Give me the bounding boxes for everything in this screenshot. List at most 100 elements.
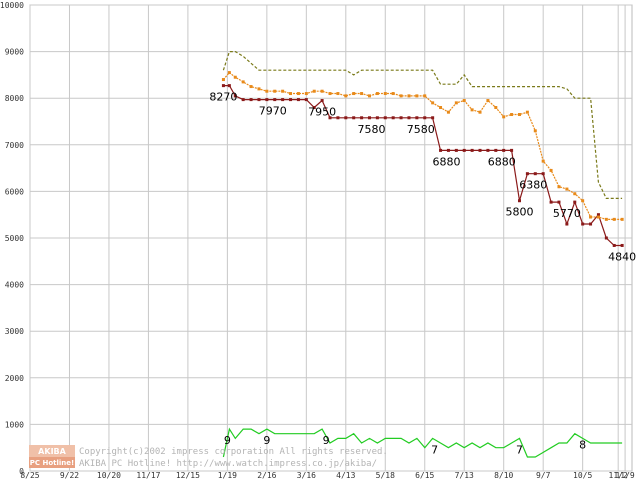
- series-point-1: [320, 89, 324, 93]
- series-point-0: [549, 200, 553, 204]
- series-point-1: [273, 89, 277, 93]
- series-point-0: [241, 98, 245, 102]
- logo-top-box: [29, 445, 75, 457]
- series-point-1: [486, 99, 490, 103]
- series-point-0: [257, 98, 261, 102]
- data-label: 7970: [259, 105, 287, 118]
- series-point-1: [241, 80, 245, 84]
- series-point-1: [281, 89, 285, 93]
- series-point-1: [399, 94, 403, 98]
- series-point-1: [431, 101, 435, 105]
- series-line-0: [223, 84, 623, 247]
- series-point-1: [589, 215, 593, 219]
- y-tick-label: 4000: [5, 281, 24, 290]
- series-point-1: [367, 94, 371, 98]
- series-point-1: [227, 71, 231, 75]
- chart-grid: [29, 4, 633, 472]
- y-tick-label: 2000: [5, 374, 24, 383]
- y-tick-label: 9000: [5, 48, 24, 57]
- series-point-0: [367, 116, 371, 120]
- series-point-0: [375, 116, 379, 120]
- series-point-0: [320, 99, 324, 103]
- series-point-0: [486, 148, 490, 152]
- series-point-1: [446, 110, 450, 114]
- y-tick-label: 10000: [0, 1, 24, 10]
- series-point-1: [257, 87, 261, 91]
- y-tick-label: 5000: [5, 234, 24, 243]
- x-tick-label: 3/16: [297, 471, 316, 480]
- series-point-1: [517, 113, 521, 117]
- series-point-0: [336, 116, 340, 120]
- series-point-0: [399, 116, 403, 120]
- series-point-0: [581, 222, 585, 226]
- x-tick-label: 5/18: [376, 471, 395, 480]
- series-point-1: [525, 110, 529, 114]
- series-point-0: [407, 116, 411, 120]
- logo-bottom-text: PC Hotline!: [30, 459, 74, 467]
- data-labels: 8270 7970 7950 7580 7580 6880 6880 5800 6380 5770…: [209, 91, 636, 457]
- x-tick-label: 12/15: [176, 471, 200, 480]
- series-point-0: [227, 84, 231, 88]
- series-point-0: [383, 116, 387, 120]
- series-point-1: [581, 199, 585, 203]
- series-point-0: [233, 94, 237, 98]
- data-label: 8270: [209, 91, 237, 104]
- series-point-1: [478, 110, 482, 114]
- series-point-1: [249, 85, 253, 89]
- x-tick-label: 7/13: [455, 471, 474, 480]
- series-point-0: [478, 148, 482, 152]
- series-line-1: [222, 71, 623, 220]
- y-tick-label: 0: [19, 467, 24, 476]
- series-point-1: [573, 192, 577, 196]
- data-label: 9: [323, 434, 330, 447]
- data-label: 7: [516, 443, 523, 456]
- data-label: 7580: [407, 123, 435, 136]
- series-point-0: [431, 116, 435, 120]
- series-point-1: [360, 92, 364, 96]
- series-point-1: [439, 106, 443, 110]
- series-point-1: [620, 217, 624, 221]
- series-point-1: [352, 92, 356, 96]
- series-point-0: [470, 148, 474, 152]
- series-point-0: [573, 200, 577, 204]
- series-point-0: [541, 172, 545, 176]
- series-point-0: [296, 98, 300, 102]
- copyright-line: Copyright(c)2002 impress corporation All…: [79, 447, 388, 457]
- data-label: 9: [224, 434, 231, 447]
- data-label: 5770: [553, 207, 581, 220]
- series-point-0: [391, 116, 395, 120]
- y-tick-label: 3000: [5, 327, 24, 336]
- x-tick-label: 9/7: [536, 471, 551, 480]
- site-url-line: AKIBA PC Hotline! http://www.watch.impre…: [79, 459, 377, 469]
- series-point-1: [304, 92, 308, 96]
- data-label: 6380: [519, 179, 547, 192]
- series-point-1: [289, 92, 293, 96]
- series-point-0: [221, 84, 225, 88]
- series-point-0: [462, 148, 466, 152]
- series-point-0: [328, 116, 332, 120]
- series-point-0: [517, 199, 521, 203]
- series-point-1: [470, 108, 474, 112]
- x-tick-label: 4/13: [336, 471, 355, 480]
- x-tick-label: 10/20: [97, 471, 121, 480]
- series-point-0: [446, 148, 450, 152]
- series-point-1: [462, 99, 466, 103]
- data-label: 6880: [488, 155, 516, 168]
- series-point-1: [494, 106, 498, 110]
- x-tick-label: 11/2: [609, 471, 628, 480]
- series-point-0: [273, 98, 277, 102]
- series-point-1: [375, 92, 379, 96]
- x-tick-label: 8/25: [20, 471, 39, 480]
- series-point-0: [502, 148, 506, 152]
- y-tick-label: 8000: [5, 94, 24, 103]
- series-point-0: [423, 116, 427, 120]
- x-tick-label: 10/5: [573, 471, 592, 480]
- x-tick-label: 8/10: [494, 471, 513, 480]
- data-label: 7950: [308, 106, 336, 119]
- series-point-0: [612, 243, 616, 247]
- series-point-1: [336, 92, 340, 96]
- x-tick-label: 2/16: [257, 471, 276, 480]
- series-point-0: [415, 116, 419, 120]
- series-point-0: [344, 116, 348, 120]
